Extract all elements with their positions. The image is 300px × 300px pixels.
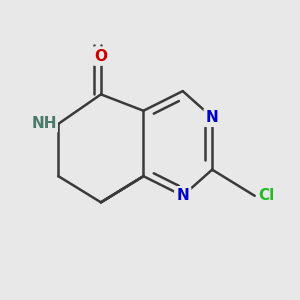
- Text: N: N: [206, 110, 218, 125]
- Text: O: O: [94, 49, 107, 64]
- Text: N: N: [176, 188, 189, 203]
- Text: Cl: Cl: [258, 188, 274, 203]
- Text: NH: NH: [31, 116, 57, 131]
